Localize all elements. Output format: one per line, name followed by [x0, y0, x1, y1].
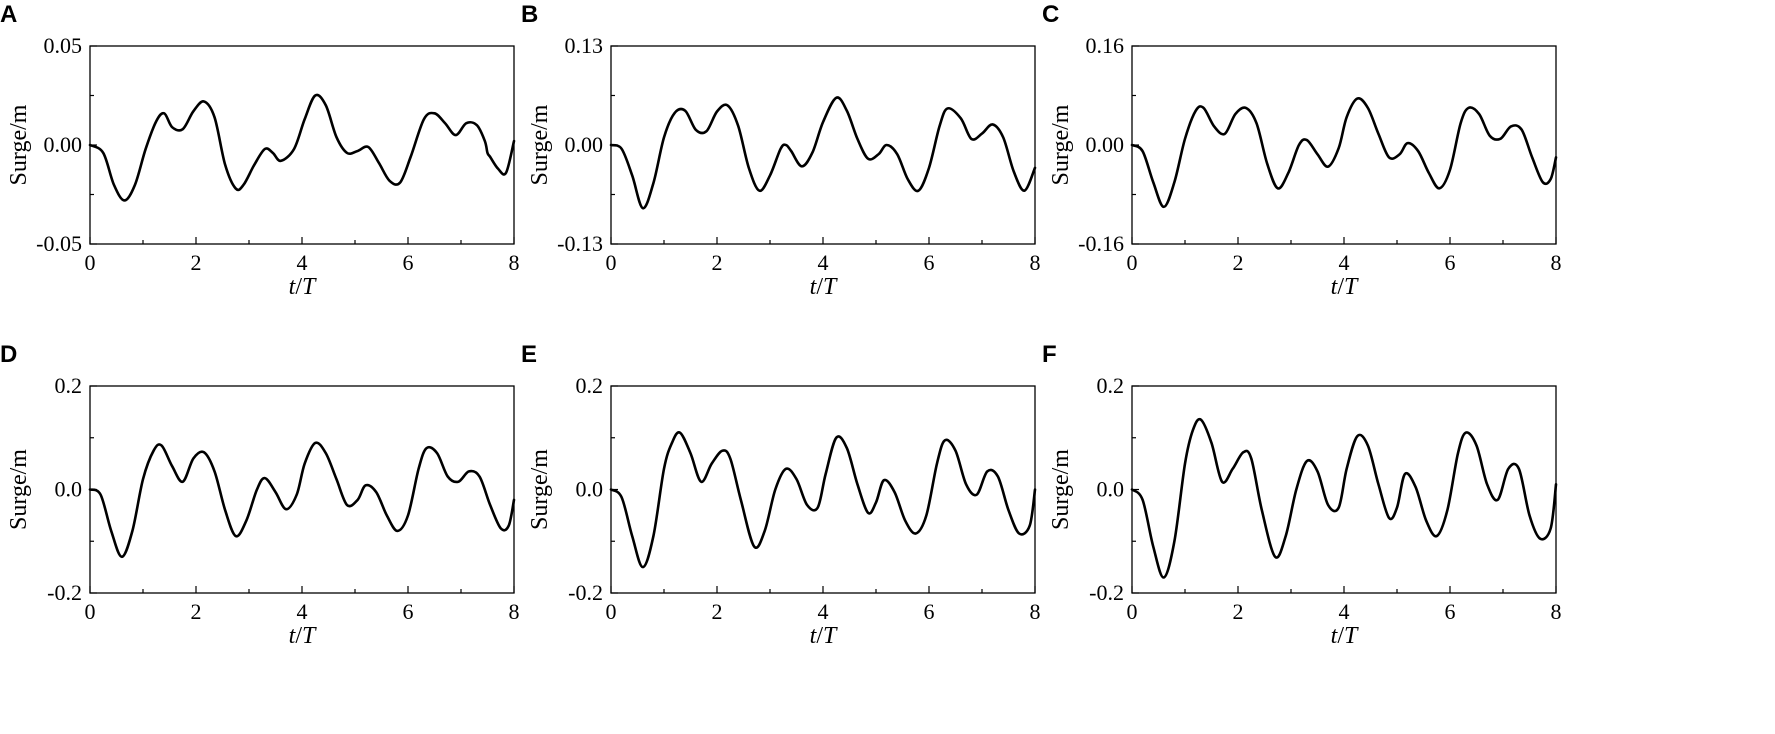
panel-c: C 0 2 4 6 8 -0.16 0.00 0.16 t/T Surge/m [1042, 1, 1562, 300]
x-tick-label: 6 [1445, 599, 1456, 624]
x-axis-label: t/T [810, 623, 838, 649]
panel-letter: E [521, 341, 537, 368]
x-tick-label: 8 [1551, 250, 1562, 275]
panel-letter: F [1042, 341, 1057, 368]
panel-a: A 0 2 4 6 8 -0.05 0.00 0.05 t/T Surge/m [0, 1, 520, 300]
x-tick-label: 8 [1551, 599, 1562, 624]
panel-b: B 0 2 4 6 8 -0.13 0.00 0.13 t/T Surge/m [521, 1, 1041, 300]
y-tick-label: 0.16 [1086, 33, 1125, 58]
surge-series-line [88, 441, 516, 559]
y-tick-label: 0.2 [55, 373, 83, 398]
surge-series-line [609, 96, 1037, 210]
x-tick-label: 0 [85, 599, 96, 624]
x-axis-label: t/T [1331, 274, 1359, 300]
x-tick-label: 4 [297, 250, 308, 275]
y-tick-label: 0.0 [55, 477, 83, 502]
panel-d: D 0 2 4 6 8 -0.2 0.0 0.2 t/T Surge/m [0, 341, 520, 649]
surge-series-line [1130, 417, 1558, 579]
plot-frame [89, 45, 515, 245]
x-tick-label: 6 [1445, 250, 1456, 275]
x-tick-label: 2 [1233, 250, 1244, 275]
y-axis-label: Surge/m [1048, 449, 1074, 530]
panel-e: E 0 2 4 6 8 -0.2 0.0 0.2 t/T Surge/m [521, 341, 1041, 649]
x-tick-label: 2 [712, 250, 723, 275]
x-tick-label: 4 [1339, 250, 1350, 275]
y-tick-label: 0.2 [576, 373, 604, 398]
y-axis-label: Surge/m [527, 449, 553, 530]
y-tick-label: 0.00 [1086, 132, 1125, 157]
plot-frame [1131, 45, 1557, 245]
x-tick-label: 4 [1339, 599, 1350, 624]
x-tick-label: 2 [1233, 599, 1244, 624]
y-axis-label: Surge/m [527, 104, 553, 185]
x-tick-label: 4 [297, 599, 308, 624]
y-tick-label: 0.0 [576, 477, 604, 502]
x-tick-label: 8 [509, 599, 520, 624]
x-tick-label: 0 [1127, 599, 1138, 624]
panel-letter: B [521, 1, 538, 28]
x-tick-label: 0 [606, 250, 617, 275]
y-tick-label: 0.0 [1097, 477, 1125, 502]
x-tick-label: 8 [1030, 599, 1041, 624]
y-tick-label: -0.2 [568, 580, 603, 605]
x-tick-label: 6 [924, 250, 935, 275]
x-tick-label: 2 [191, 250, 202, 275]
surge-series-line [88, 93, 516, 202]
x-axis-label: t/T [810, 274, 838, 300]
x-axis-label: t/T [1331, 623, 1359, 649]
y-axis-label: Surge/m [6, 449, 32, 530]
x-tick-label: 4 [818, 599, 829, 624]
plot-frame [610, 45, 1036, 245]
x-tick-label: 4 [818, 250, 829, 275]
x-tick-label: 8 [509, 250, 520, 275]
panel-letter: A [0, 1, 17, 28]
y-tick-label: 0.00 [565, 132, 604, 157]
x-tick-label: 6 [924, 599, 935, 624]
y-tick-label: 0.2 [1097, 373, 1125, 398]
x-axis-label: t/T [289, 623, 317, 649]
x-tick-label: 6 [403, 250, 414, 275]
plot-frame [89, 385, 515, 594]
y-tick-label: -0.13 [557, 231, 603, 256]
panel-f: F 0 2 4 6 8 -0.2 0.0 0.2 t/T Surge/m [1042, 341, 1562, 649]
x-tick-label: 0 [606, 599, 617, 624]
y-axis-label: Surge/m [1048, 104, 1074, 185]
y-tick-label: -0.2 [47, 580, 82, 605]
panel-letter: C [1042, 1, 1059, 28]
y-tick-label: 0.00 [44, 132, 83, 157]
panel-letter: D [0, 341, 17, 368]
x-tick-label: 6 [403, 599, 414, 624]
y-tick-label: 0.13 [565, 33, 604, 58]
y-tick-label: -0.2 [1089, 580, 1124, 605]
y-tick-label: -0.16 [1078, 231, 1124, 256]
x-tick-label: 2 [191, 599, 202, 624]
x-tick-label: 8 [1030, 250, 1041, 275]
y-tick-label: 0.05 [44, 33, 83, 58]
y-tick-label: -0.05 [36, 231, 82, 256]
x-tick-label: 0 [85, 250, 96, 275]
y-axis-label: Surge/m [6, 104, 32, 185]
x-tick-label: 2 [712, 599, 723, 624]
surge-series-line [1130, 97, 1558, 209]
surge-series-line [609, 431, 1037, 569]
x-tick-label: 0 [1127, 250, 1138, 275]
x-axis-label: t/T [289, 274, 317, 300]
